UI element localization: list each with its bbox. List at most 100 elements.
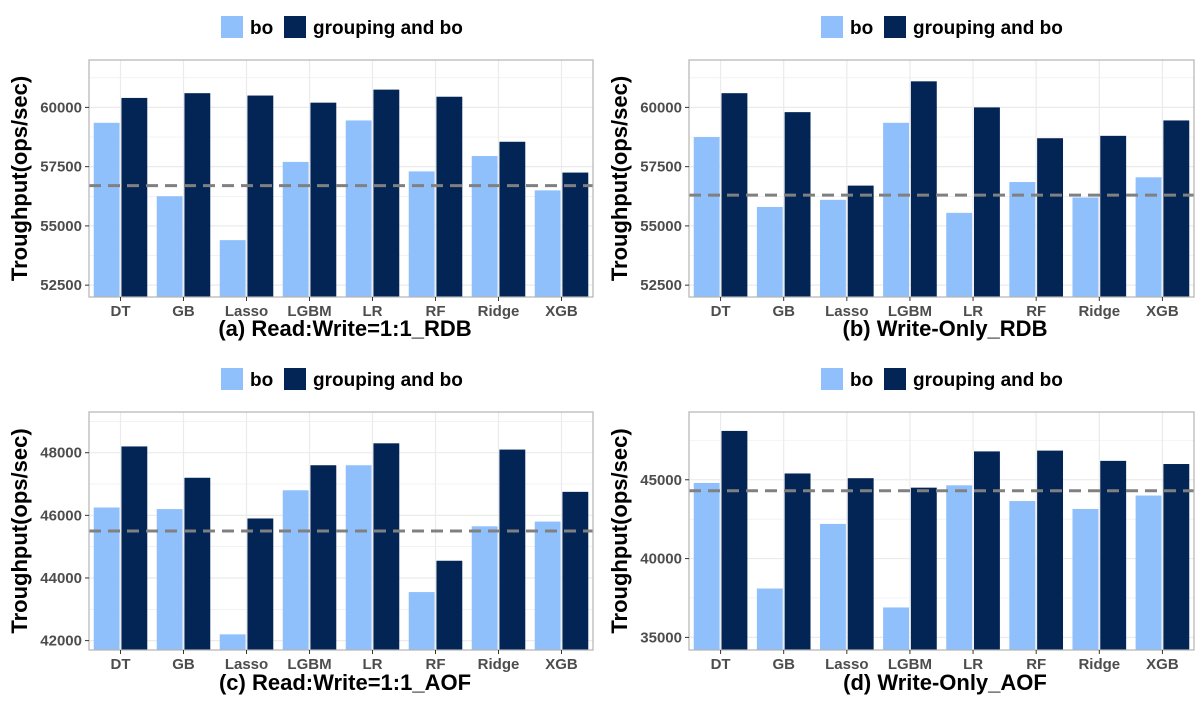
panel-border bbox=[88, 59, 594, 298]
bar-grouping-and-bo-gb bbox=[184, 93, 211, 298]
x-tick-label: Lasso bbox=[825, 656, 868, 673]
bar-bo-lasso bbox=[819, 199, 846, 297]
legend-label-bo: bo bbox=[850, 370, 873, 391]
x-tick-label: DT bbox=[711, 656, 731, 673]
y-tick-label: 52500 bbox=[40, 277, 82, 294]
bar-grouping-and-bo-lr bbox=[974, 451, 1000, 650]
legend-swatch-bo bbox=[821, 16, 843, 38]
y-axis-label: Troughput(ops/sec) bbox=[7, 428, 32, 633]
x-tick-label: RF bbox=[426, 303, 446, 320]
chart-panel-4: bo grouping and bo 35000 40000 45000 DT GB Lass… bbox=[607, 368, 1195, 695]
x-tick-label: Ridge bbox=[1078, 303, 1120, 320]
bar-bo-lasso bbox=[219, 240, 246, 297]
bar-grouping-and-bo-lr bbox=[373, 443, 400, 650]
bar-bo-rf bbox=[408, 171, 435, 297]
bar-bo-dt bbox=[93, 507, 120, 650]
y-tick-label: 48000 bbox=[40, 445, 82, 462]
x-tick-label: Lasso bbox=[225, 303, 268, 320]
x-tick-label: GB bbox=[172, 656, 195, 673]
x-tick-label: Ridge bbox=[478, 303, 520, 320]
bar-bo-xgb bbox=[1135, 495, 1162, 650]
legend-swatch-grouping-and-bo bbox=[284, 368, 306, 390]
y-axis-label: Troughput(ops/sec) bbox=[7, 76, 32, 281]
bar-grouping-and-bo-lgbm bbox=[910, 81, 937, 297]
legend-label-grouping-and-bo: grouping and bo bbox=[913, 18, 1063, 39]
y-tick-label: 52500 bbox=[640, 277, 682, 294]
bar-bo-gb bbox=[156, 196, 183, 297]
x-tick-label: LGBM bbox=[287, 303, 331, 320]
bar-bo-lgbm bbox=[883, 607, 909, 650]
x-tick-label: RF bbox=[1026, 303, 1046, 320]
chart-panel-3: bo grouping and bo 42000 44000 46000 48000 DT G… bbox=[7, 368, 594, 695]
legend-swatch-grouping-and-bo bbox=[284, 16, 306, 38]
legend-label-bo: bo bbox=[250, 370, 273, 391]
y-tick-label: 55000 bbox=[40, 218, 82, 235]
bar-bo-gb bbox=[756, 206, 783, 297]
y-tick-label: 60000 bbox=[40, 99, 82, 116]
bar-grouping-and-bo-gb bbox=[184, 477, 211, 650]
legend: bo grouping and bo bbox=[221, 16, 463, 39]
panel-border bbox=[688, 59, 1195, 298]
chart-panel-1: bo grouping and bo 52500 55000 57500 60000 DT G… bbox=[7, 16, 594, 341]
bar-grouping-and-bo-lasso bbox=[247, 95, 274, 297]
bar-bo-xgb bbox=[534, 521, 561, 650]
bar-grouping-and-bo-rf bbox=[436, 96, 463, 297]
panel-caption: (a) Read:Write=1:1_RDB bbox=[218, 316, 471, 341]
x-tick-label: LR bbox=[363, 656, 383, 673]
legend-swatch-bo bbox=[821, 368, 843, 390]
y-tick-label: 42000 bbox=[40, 633, 82, 650]
legend: bo grouping and bo bbox=[821, 368, 1063, 391]
bar-bo-ridge bbox=[471, 526, 498, 650]
y-axis-label: Troughput(ops/sec) bbox=[607, 76, 632, 281]
legend: bo grouping and bo bbox=[821, 16, 1063, 39]
x-tick-label: XGB bbox=[545, 303, 578, 320]
x-tick-label: LGBM bbox=[888, 656, 932, 673]
y-tick-label: 55000 bbox=[640, 218, 682, 235]
bar-bo-rf bbox=[1009, 182, 1036, 297]
bar-bo-xgb bbox=[534, 190, 561, 297]
bar-grouping-and-bo-lgbm bbox=[310, 465, 337, 650]
x-tick-label: XGB bbox=[1146, 303, 1179, 320]
bar-grouping-and-bo-gb bbox=[784, 112, 811, 297]
x-tick-label: LR bbox=[363, 303, 383, 320]
x-tick-label: LR bbox=[963, 303, 983, 320]
chart-panel-2: bo grouping and bo 52500 55000 57500 60000 DT G… bbox=[607, 16, 1195, 341]
x-tick-label: RF bbox=[1026, 656, 1046, 673]
bar-grouping-and-bo-rf bbox=[436, 560, 463, 650]
bar-bo-lgbm bbox=[282, 161, 309, 297]
panel-border bbox=[688, 411, 1195, 651]
legend-label-grouping-and-bo: grouping and bo bbox=[313, 370, 463, 391]
legend-swatch-bo bbox=[221, 16, 243, 38]
y-tick-label: 46000 bbox=[40, 507, 82, 524]
bar-grouping-and-bo-lgbm bbox=[910, 487, 937, 650]
bar-grouping-and-bo-rf bbox=[1037, 138, 1064, 297]
bar-grouping-and-bo-dt bbox=[121, 446, 148, 650]
bar-bo-dt bbox=[693, 137, 720, 297]
bar-grouping-and-bo-lr bbox=[373, 89, 400, 297]
bar-bo-lasso bbox=[219, 634, 246, 650]
legend: bo grouping and bo bbox=[221, 368, 463, 391]
x-tick-label: RF bbox=[426, 656, 446, 673]
bar-bo-gb bbox=[156, 509, 183, 650]
panel-caption: (c) Read:Write=1:1_AOF bbox=[219, 670, 471, 695]
x-tick-label: LGBM bbox=[888, 303, 932, 320]
y-tick-label: 40000 bbox=[640, 551, 682, 568]
bar-grouping-and-bo-gb bbox=[784, 473, 811, 650]
bar-grouping-and-bo-dt bbox=[721, 430, 748, 650]
bar-bo-dt bbox=[693, 482, 720, 650]
x-tick-label: XGB bbox=[545, 656, 578, 673]
bar-grouping-and-bo-lgbm bbox=[310, 102, 337, 297]
bar-bo-rf bbox=[1009, 501, 1036, 650]
bar-bo-lr bbox=[946, 485, 973, 650]
bar-bo-lgbm bbox=[883, 122, 909, 298]
legend-swatch-grouping-and-bo bbox=[884, 16, 906, 38]
x-tick-label: DT bbox=[711, 303, 731, 320]
bar-grouping-and-bo-xgb bbox=[562, 172, 589, 297]
y-tick-label: 57500 bbox=[40, 159, 82, 176]
x-tick-label: LR bbox=[963, 656, 983, 673]
panel-caption: (b) Write-Only_RDB bbox=[843, 316, 1048, 341]
x-tick-label: LGBM bbox=[287, 656, 331, 673]
bar-bo-gb bbox=[756, 588, 783, 650]
bar-grouping-and-bo-xgb bbox=[1163, 120, 1190, 297]
